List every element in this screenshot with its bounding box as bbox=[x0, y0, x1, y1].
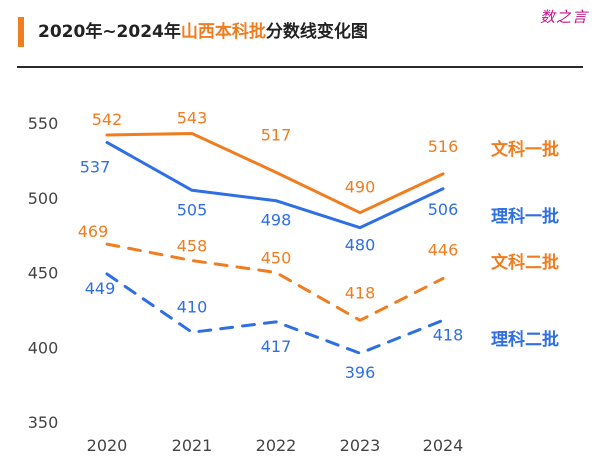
title-accent-bar bbox=[18, 17, 24, 47]
x-tick-label: 2023 bbox=[340, 436, 381, 455]
data-label: 410 bbox=[177, 297, 208, 316]
series-line-1 bbox=[105, 131, 445, 215]
data-label: 537 bbox=[80, 157, 111, 176]
y-tick-label: 550 bbox=[28, 114, 59, 133]
watermark-logo: 数之言 bbox=[539, 8, 588, 26]
data-label: 516 bbox=[428, 137, 459, 156]
series-label: 理科一批 bbox=[491, 206, 559, 227]
data-label: 418 bbox=[433, 325, 464, 344]
data-label: 446 bbox=[428, 240, 459, 259]
data-label: 505 bbox=[177, 200, 208, 219]
title-highlight: 山西本科批 bbox=[180, 22, 266, 42]
data-label: 498 bbox=[261, 211, 292, 230]
x-tick-label: 2024 bbox=[423, 436, 464, 455]
data-label: 506 bbox=[428, 200, 459, 219]
data-label: 450 bbox=[261, 249, 292, 268]
series-line-3 bbox=[105, 242, 445, 322]
y-tick-label: 400 bbox=[28, 338, 59, 357]
x-tick-label: 2022 bbox=[256, 436, 297, 455]
series-label: 理科二批 bbox=[491, 329, 559, 350]
data-label: 542 bbox=[92, 110, 123, 129]
data-label: 490 bbox=[345, 178, 376, 197]
y-tick-label: 500 bbox=[28, 189, 59, 208]
title-suffix: 分数线变化图 bbox=[265, 22, 368, 42]
series-line-4 bbox=[105, 272, 445, 355]
data-label: 417 bbox=[261, 337, 292, 356]
title-prefix: 2020年~2024年 bbox=[38, 22, 181, 42]
series-label: 文科一批 bbox=[491, 139, 559, 160]
y-tick-label: 350 bbox=[28, 413, 59, 432]
series-line-2 bbox=[105, 140, 445, 230]
data-label: 469 bbox=[78, 222, 109, 241]
data-label: 517 bbox=[261, 125, 292, 144]
x-tick-label: 2020 bbox=[87, 436, 128, 455]
data-label: 418 bbox=[345, 283, 376, 302]
title-divider bbox=[17, 66, 583, 68]
series-label: 文科二批 bbox=[491, 252, 559, 273]
data-label: 396 bbox=[345, 363, 376, 382]
data-label: 543 bbox=[177, 108, 208, 127]
chart-title: 2020年~2024年山西本科批分数线变化图 bbox=[38, 18, 368, 46]
data-label: 458 bbox=[177, 237, 208, 256]
data-label: 480 bbox=[345, 236, 376, 255]
data-label: 449 bbox=[85, 279, 116, 298]
x-tick-label: 2021 bbox=[172, 436, 213, 455]
y-tick-label: 450 bbox=[28, 264, 59, 283]
